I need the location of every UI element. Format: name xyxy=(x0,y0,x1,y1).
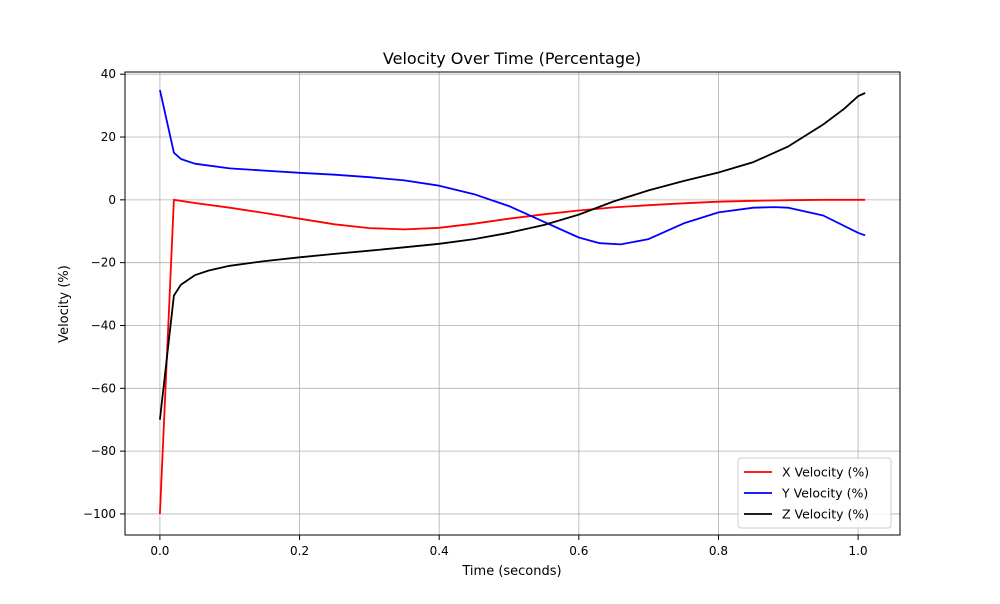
x-tick-label: 1.0 xyxy=(849,544,868,558)
x-tick-label: 0.6 xyxy=(569,544,588,558)
y-axis-label: Velocity (%) xyxy=(57,265,72,343)
x-tick-label: 0.2 xyxy=(290,544,309,558)
chart-title: Velocity Over Time (Percentage) xyxy=(383,49,641,68)
plot-area-frame xyxy=(124,71,901,536)
axis-ticks: 0.0 0.2 0.4 0.6 0.8 1.0 −100 −80 −60 −40 −20 0 20 40 xyxy=(83,67,868,558)
series-line-3 xyxy=(159,92,866,420)
y-tick-label: 20 xyxy=(101,130,116,144)
y-tick-label: −100 xyxy=(83,507,116,521)
x-axis-label: Time (seconds) xyxy=(461,564,561,579)
series-line-1 xyxy=(159,198,866,515)
legend-label: Z Velocity (%) xyxy=(782,507,869,522)
legend-label: Y Velocity (%) xyxy=(781,486,868,501)
legend: X Velocity (%) Y Velocity (%) Z Velocity (… xyxy=(737,457,892,529)
y-tick-label: −60 xyxy=(91,381,116,395)
y-tick-label: −20 xyxy=(91,256,116,270)
x-tick-label: 0.8 xyxy=(709,544,728,558)
x-tick-label: 0.0 xyxy=(150,544,169,558)
y-tick-label: −40 xyxy=(91,318,116,332)
legend-box xyxy=(737,457,892,529)
series-line-2 xyxy=(159,89,866,246)
y-tick-label: −80 xyxy=(91,444,116,458)
series-layer xyxy=(159,89,866,515)
y-tick-label: 0 xyxy=(108,193,116,207)
y-tick-label: 40 xyxy=(101,67,116,81)
legend-label: X Velocity (%) xyxy=(782,465,869,480)
x-tick-label: 0.4 xyxy=(430,544,449,558)
